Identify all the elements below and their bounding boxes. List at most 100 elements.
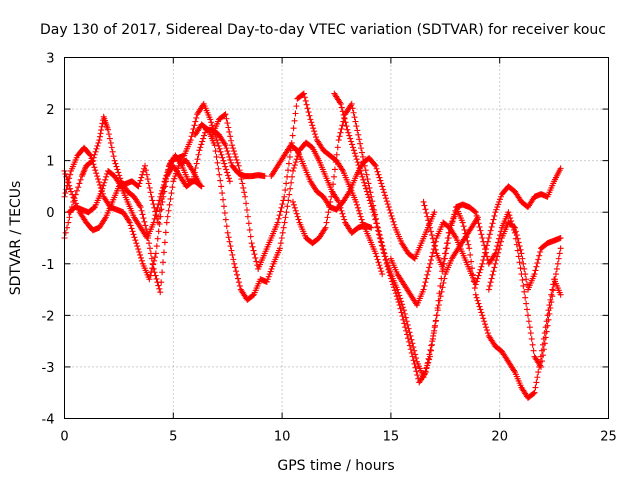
data-point	[556, 250, 563, 257]
data-point	[359, 153, 366, 160]
data-point	[229, 142, 236, 149]
data-point	[507, 215, 514, 222]
data-point	[363, 185, 370, 192]
data-point	[109, 148, 116, 155]
data-point	[362, 167, 369, 174]
data-point	[467, 251, 474, 258]
data-point	[445, 235, 452, 241]
series-sat-m	[485, 219, 564, 293]
data-point	[395, 299, 402, 306]
data-point	[461, 226, 468, 233]
data-point	[165, 207, 172, 214]
data-point	[532, 267, 539, 274]
data-point	[67, 171, 74, 178]
data-point	[516, 243, 523, 250]
data-point	[440, 279, 447, 286]
data-point	[490, 216, 497, 223]
data-point	[224, 169, 231, 176]
data-point	[427, 260, 434, 267]
data-point	[138, 174, 145, 181]
data-point	[162, 176, 169, 183]
data-point	[481, 318, 488, 325]
data-point	[364, 176, 371, 183]
data-point	[431, 243, 438, 250]
data-point	[154, 204, 161, 211]
data-point	[98, 188, 105, 195]
data-point	[514, 235, 521, 242]
x-tick-label: 5	[169, 430, 177, 445]
data-point	[136, 248, 143, 255]
data-point	[386, 207, 393, 214]
data-point	[274, 219, 281, 226]
series-sat-j	[387, 165, 564, 309]
data-point	[192, 118, 199, 125]
data-point	[376, 262, 383, 269]
data-point	[351, 150, 358, 157]
data-point	[428, 347, 435, 354]
data-point	[267, 268, 274, 275]
data-point	[224, 148, 231, 155]
x-tick-label: 20	[491, 430, 508, 445]
data-point	[544, 322, 551, 329]
data-point	[427, 224, 434, 231]
data-point	[483, 249, 490, 256]
data-point	[159, 187, 166, 194]
data-point	[159, 269, 166, 276]
data-point	[522, 271, 529, 278]
data-point	[557, 165, 564, 172]
data-point	[493, 206, 500, 213]
data-point	[237, 171, 244, 178]
data-point	[227, 133, 234, 140]
data-point	[495, 201, 502, 208]
data-point	[283, 180, 290, 187]
data-point	[492, 209, 499, 216]
data-point	[432, 246, 439, 253]
data-point	[367, 200, 374, 207]
chart-title: Day 130 of 2017, Sidereal Day-to-day VTE…	[40, 22, 606, 38]
data-point	[230, 148, 237, 155]
series-sat-f	[209, 90, 386, 278]
data-point	[449, 218, 456, 225]
data-point	[164, 213, 171, 220]
data-point	[438, 288, 445, 295]
y-tick-label: -2	[42, 309, 55, 324]
data-point	[533, 379, 540, 386]
data-point	[326, 204, 333, 211]
data-point	[268, 265, 275, 272]
data-point	[253, 258, 260, 265]
data-point	[290, 201, 297, 208]
data-point	[94, 142, 101, 149]
data-point	[384, 201, 391, 208]
data-point	[196, 180, 203, 187]
data-point	[357, 167, 364, 174]
data-point	[505, 209, 512, 216]
data-point	[537, 248, 544, 255]
data-point	[107, 139, 114, 146]
data-point	[365, 180, 372, 187]
data-point	[225, 175, 232, 182]
data-point	[222, 111, 229, 118]
data-point	[487, 227, 494, 234]
data-point	[102, 176, 109, 183]
data-point	[334, 144, 341, 151]
data-point	[486, 231, 493, 238]
data-point	[140, 168, 147, 175]
data-point	[215, 165, 222, 172]
plot-area	[64, 57, 609, 419]
data-point	[312, 134, 319, 141]
y-tick-label: 1	[46, 155, 54, 170]
data-point	[343, 123, 350, 130]
data-point	[407, 346, 414, 353]
data-point	[160, 181, 167, 188]
data-point	[302, 97, 309, 104]
data-point	[197, 144, 204, 151]
data-point	[106, 135, 113, 142]
data-point	[355, 207, 362, 214]
data-point	[112, 160, 119, 167]
data-point	[92, 167, 99, 174]
data-point	[155, 228, 162, 235]
data-point	[168, 190, 175, 197]
data-point	[437, 293, 444, 300]
y-tick-label: -1	[42, 258, 55, 273]
data-point	[535, 256, 542, 263]
